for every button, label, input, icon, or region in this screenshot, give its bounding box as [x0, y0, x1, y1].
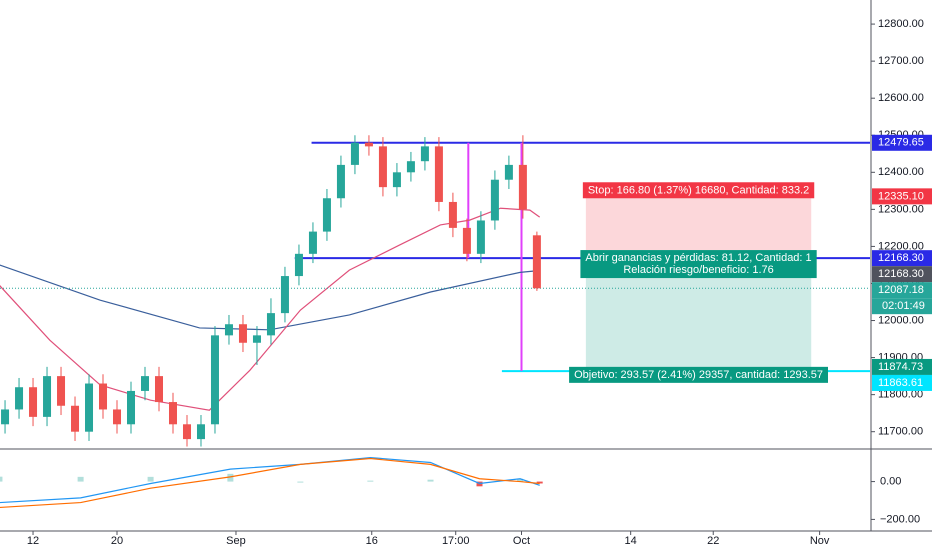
- macd-histogram-bar: [367, 480, 374, 482]
- candle-body: [448, 201, 457, 228]
- candle-body: [266, 313, 275, 336]
- y-tick-label: 12400.00: [878, 166, 924, 178]
- candle-body: [280, 276, 289, 314]
- candle-body: [57, 376, 66, 406]
- macd-histogram-bar: [517, 478, 524, 482]
- candle-body: [504, 164, 513, 180]
- macd-histogram-bar: [77, 476, 84, 482]
- y-tick-label: 12800.00: [878, 18, 924, 30]
- macd-histogram-bar: [0, 476, 3, 482]
- candle-body: [113, 409, 122, 425]
- y-tick-label: 12200.00: [878, 240, 924, 252]
- x-tick-label: 12: [27, 535, 39, 547]
- price-tag: [872, 358, 932, 375]
- candle-body: [210, 335, 219, 425]
- candle-body: [252, 335, 261, 343]
- stop-label: Stop: 166.80 (1.37%) 16680, Cantidad: 83…: [588, 184, 809, 196]
- price-tag-label: 12087.18: [878, 284, 924, 296]
- candle-body: [462, 227, 471, 254]
- candle-body: [294, 253, 303, 277]
- candle-body: [196, 424, 205, 440]
- candle-body: [238, 324, 247, 343]
- price-tag-label: 12479.65: [878, 137, 924, 149]
- candle-body: [1, 409, 10, 425]
- candle-body: [168, 402, 177, 425]
- candle-body: [182, 424, 191, 440]
- macd-y-tick-label: 0.00: [880, 475, 901, 487]
- y-tick-label: 12600.00: [878, 92, 924, 104]
- candle-body: [476, 220, 485, 254]
- price-tag-label: 12335.10: [878, 190, 924, 202]
- candle-body: [350, 142, 359, 165]
- price-tag-label: 11874.73: [878, 361, 923, 373]
- entry-label-bg: [580, 250, 817, 279]
- candle-body: [29, 387, 38, 417]
- candle-body: [71, 405, 80, 432]
- price-tag-label: 11863.61: [878, 377, 923, 389]
- macd-histogram-bar: [536, 481, 543, 484]
- price-tag: [872, 134, 932, 151]
- stop-zone: [585, 196, 812, 259]
- candle-body: [434, 146, 443, 202]
- x-tick-label: Sep: [226, 535, 246, 547]
- y-tick-label: 12700.00: [878, 55, 924, 67]
- macd-histogram-bar: [427, 479, 434, 482]
- x-tick-label: 20: [111, 535, 123, 547]
- candle-body: [336, 164, 345, 199]
- macd-histogram-bar: [297, 481, 304, 483]
- y-tick-label: 12300.00: [878, 203, 924, 215]
- candle-body: [392, 172, 401, 188]
- price-tag: [872, 374, 932, 391]
- signal-line: [0, 457, 540, 509]
- candle-body: [420, 146, 429, 162]
- macd-histogram-bar: [147, 476, 154, 482]
- candle-body: [532, 235, 541, 289]
- price-tag: [872, 188, 932, 205]
- x-tick-label: 16: [366, 535, 378, 547]
- candle-body: [43, 376, 52, 417]
- x-tick-label: Oct: [513, 535, 530, 547]
- candle-body: [85, 383, 94, 432]
- target-label-bg: [569, 366, 829, 383]
- price-tag: [872, 282, 932, 299]
- price-tag-label: 12168.30: [878, 268, 924, 280]
- candle-body: [322, 198, 331, 232]
- candle-body: [141, 376, 149, 391]
- countdown: 02:01:49: [882, 300, 925, 312]
- macd-histogram-bar: [227, 473, 234, 482]
- candle-body: [308, 231, 317, 254]
- x-tick-label: 14: [625, 535, 637, 547]
- candle-body: [364, 142, 373, 147]
- candle-body: [406, 161, 415, 173]
- stop-label-bg: [582, 182, 815, 199]
- candle-body: [15, 387, 24, 410]
- candle-body: [378, 146, 387, 188]
- ratio-label: Relación riesgo/beneficio: 1.76: [623, 264, 773, 276]
- countdown-bg: [872, 298, 932, 315]
- x-tick-label: Nov: [810, 535, 830, 547]
- y-tick-label: 12000.00: [878, 314, 924, 326]
- candle-body: [154, 376, 163, 403]
- candle-body: [490, 179, 499, 221]
- target-label: Objetivo: 293.57 (2.41%) 29357, cantidad…: [574, 369, 823, 381]
- x-tick-label: 17:00: [442, 535, 470, 547]
- price-tag: [872, 266, 932, 283]
- y-tick-label: 11700.00: [878, 426, 923, 438]
- macd-y-tick-label: −200.00: [880, 513, 920, 525]
- candle-body: [224, 324, 233, 336]
- candle-body: [127, 390, 136, 425]
- candle-body: [99, 383, 108, 410]
- moving-average: [0, 264, 540, 331]
- x-tick-label: 22: [707, 535, 719, 547]
- price-tag-label: 12168.30: [878, 252, 924, 264]
- entry-label: Abrir ganancias y pérdidas: 81.12, Canti…: [585, 252, 811, 264]
- candle-body: [518, 164, 527, 210]
- y-tick-label: 11800.00: [878, 389, 923, 401]
- price-tag: [872, 250, 932, 267]
